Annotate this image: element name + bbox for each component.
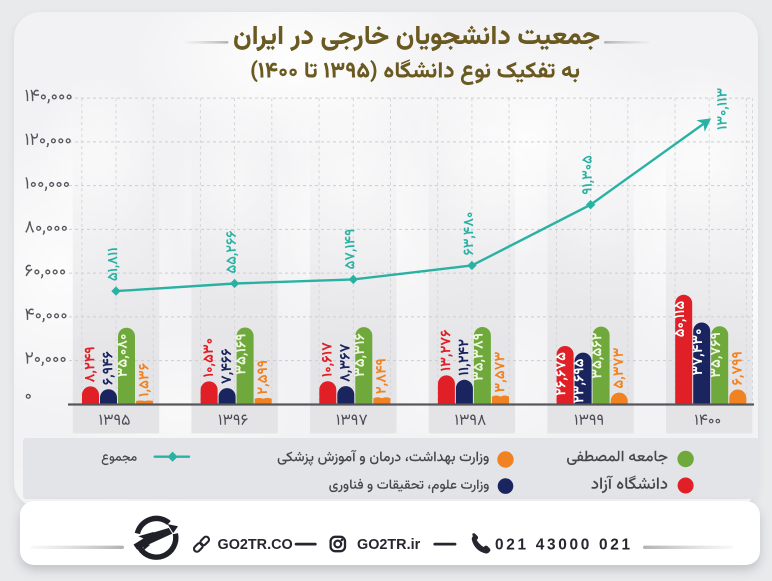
svg-text:GO2TR.ir: GO2TR.ir bbox=[357, 537, 421, 553]
svg-text:021 43000 021: 021 43000 021 bbox=[495, 536, 633, 553]
svg-text:GO2TR.CO: GO2TR.CO bbox=[218, 537, 293, 553]
